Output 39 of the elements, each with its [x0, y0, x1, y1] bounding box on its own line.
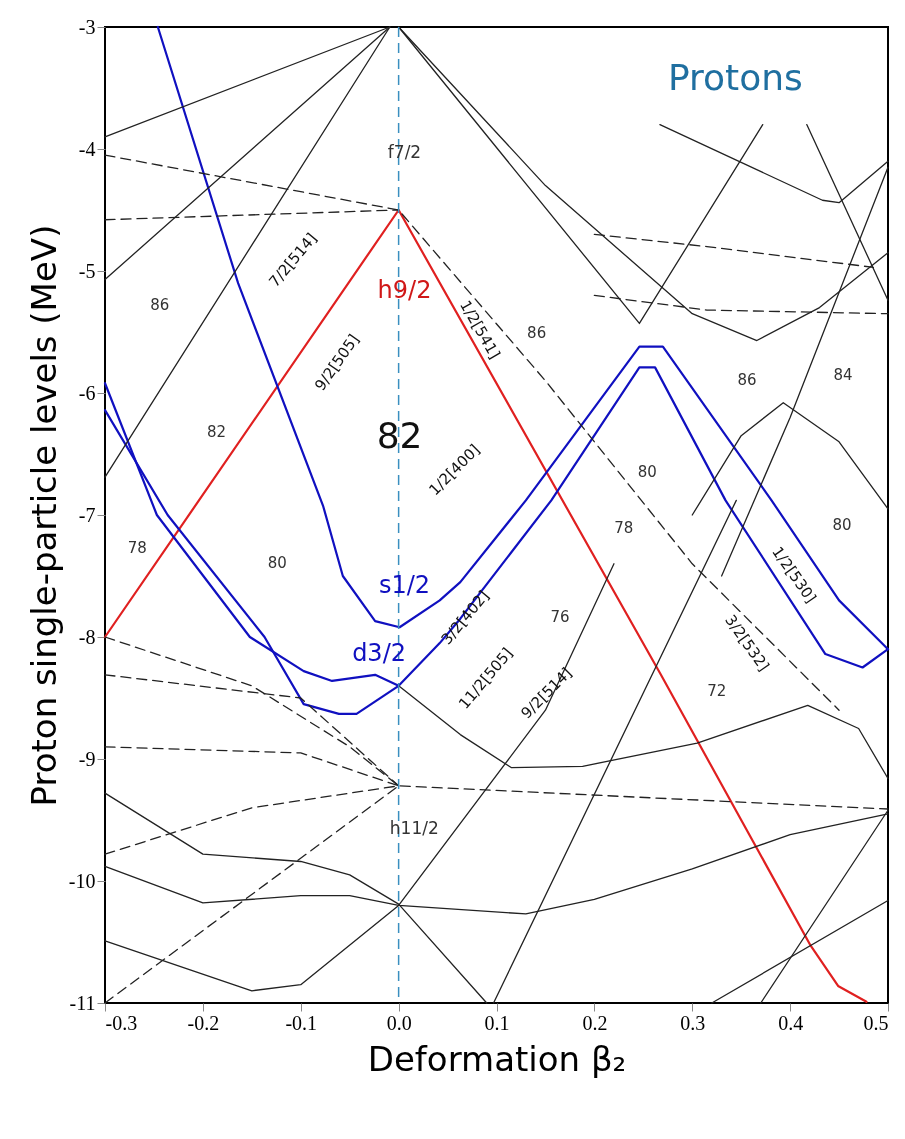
y-tick-label: -8	[78, 625, 96, 648]
annotation: h11/2	[389, 817, 439, 838]
annotation: 82	[207, 423, 227, 442]
annotation: 82	[376, 414, 423, 456]
x-tick-label: -0.3	[105, 1011, 138, 1034]
annotation: 86	[737, 370, 757, 389]
y-tick-label: -11	[69, 991, 96, 1014]
y-tick-label: -5	[78, 259, 96, 282]
annotation: d3/2	[352, 639, 406, 668]
annotation: 80	[637, 463, 657, 482]
annotation: 86	[527, 324, 547, 343]
annotation: 76	[550, 608, 570, 627]
y-tick-label: -4	[78, 137, 96, 160]
annotation: 72	[707, 681, 727, 700]
annotation: 86	[150, 296, 170, 315]
annotation: 78	[127, 538, 147, 557]
x-tick-label: 0.4	[778, 1011, 804, 1034]
x-tick-label: 0.0	[386, 1011, 412, 1034]
y-axis-title: Proton single-particle levels (MeV)	[23, 224, 64, 807]
x-tick-label: 0.3	[680, 1011, 706, 1034]
x-axis-title: Deformation β₂	[367, 1038, 627, 1079]
annotation: Protons	[667, 57, 803, 99]
x-tick-label: 0.2	[582, 1011, 608, 1034]
x-tick-label: -0.2	[187, 1011, 220, 1034]
annotation: h9/2	[377, 275, 432, 304]
x-tick-label: 0.1	[484, 1011, 510, 1034]
annotation: s1/2	[378, 570, 431, 599]
annotation: f7/2	[387, 141, 422, 162]
y-tick-label: -9	[78, 747, 96, 770]
y-tick-label: -10	[68, 869, 96, 892]
annotation: 84	[833, 365, 853, 384]
annotation: 80	[267, 553, 287, 572]
y-tick-label: -3	[78, 15, 96, 38]
y-tick-label: -7	[78, 503, 96, 526]
y-tick-label: -6	[78, 381, 96, 404]
annotation: 78	[614, 519, 634, 538]
x-tick-label: 0.5	[863, 1011, 889, 1034]
x-tick-label: -0.1	[285, 1011, 318, 1034]
annotation: 80	[832, 515, 852, 534]
